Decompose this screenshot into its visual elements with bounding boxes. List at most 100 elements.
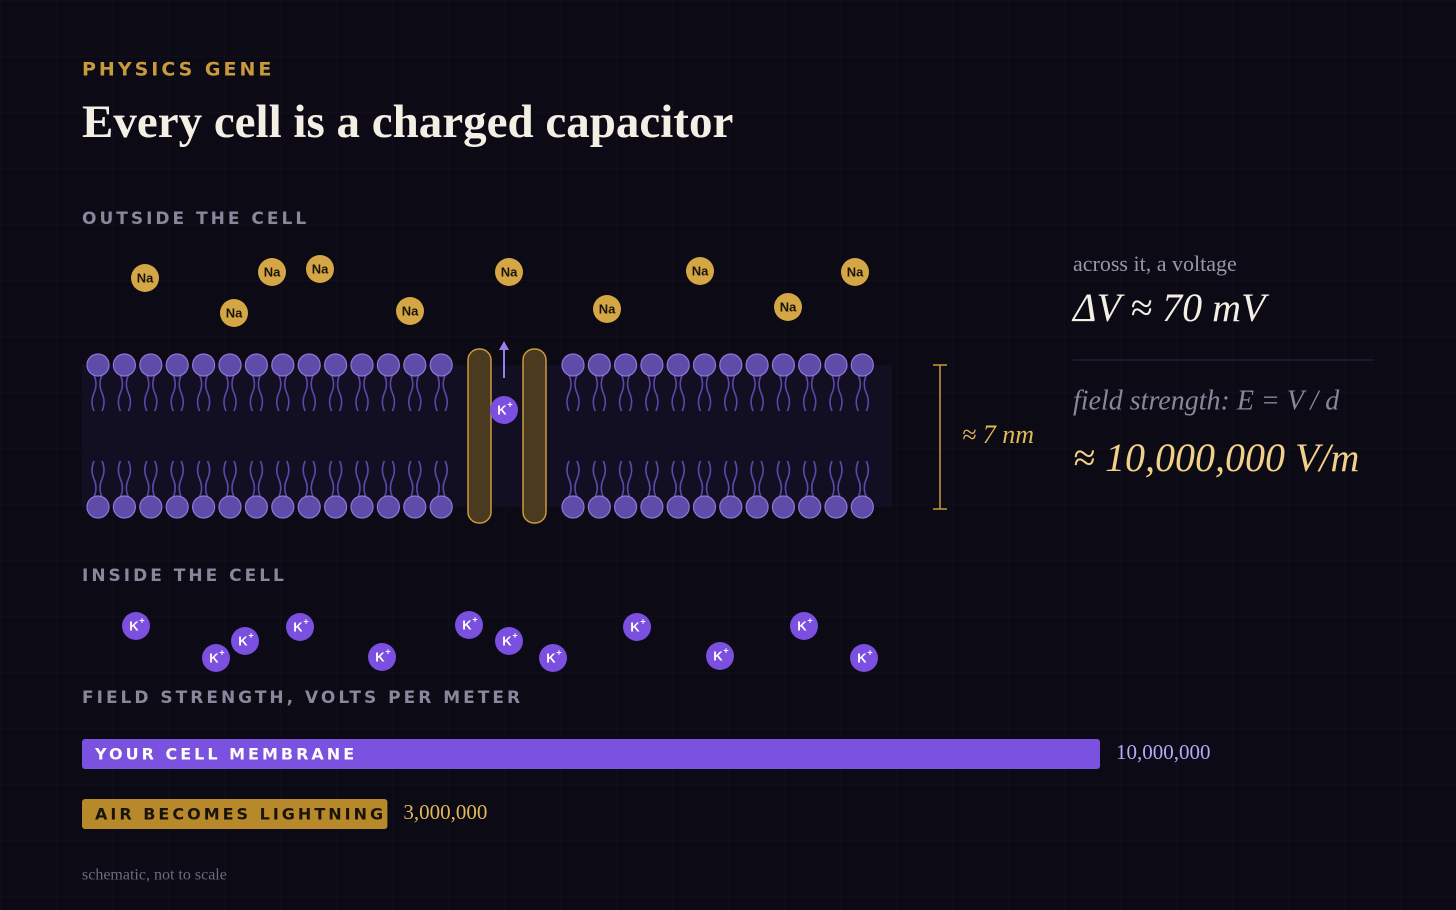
potassium-ion <box>706 642 734 670</box>
lipid-tail <box>328 460 335 498</box>
sodium-ion <box>841 258 869 286</box>
lipid-head <box>429 495 453 519</box>
potassium-charge: + <box>867 647 872 657</box>
lipid-tail <box>125 460 132 498</box>
voltage: ΔV ≈ 70 mV <box>1071 285 1270 330</box>
potassium-ion <box>368 643 396 671</box>
lipid-tail <box>618 460 625 498</box>
lipid-head <box>403 495 427 519</box>
lipid-head <box>218 353 242 377</box>
lipid-tail <box>363 374 369 412</box>
field-value: ≈ 10,000,000 V/m <box>1073 435 1359 480</box>
lipid-tail <box>434 460 440 498</box>
lipid-tail <box>284 374 290 412</box>
voltage-caption: across it, a voltage <box>1073 251 1237 276</box>
lipid-tail <box>566 460 572 498</box>
lipid-head <box>218 495 242 519</box>
potassium-charge: + <box>640 616 645 626</box>
sodium-label: Na <box>780 299 797 314</box>
lipid-head <box>165 495 189 519</box>
sodium-label: Na <box>264 264 281 279</box>
lipid-head <box>824 353 848 377</box>
potassium-charge: + <box>512 630 517 640</box>
lipid-tail <box>178 460 184 498</box>
sodium-ion <box>131 264 159 292</box>
lipid-tail <box>276 460 282 498</box>
lipid-tail <box>117 374 124 412</box>
lipid-tail <box>645 460 651 498</box>
lipid-tail <box>152 460 158 498</box>
lipid-tail <box>204 374 211 412</box>
sodium-ion <box>774 293 802 321</box>
lipid-head <box>244 495 268 519</box>
lipid-head <box>297 495 321 519</box>
potassium-charge: + <box>219 647 224 657</box>
lipid-tail <box>810 374 817 412</box>
potassium-ion <box>790 612 818 640</box>
lipid-tail <box>328 374 335 412</box>
lipid-tail <box>776 460 783 498</box>
lipid-head <box>745 353 769 377</box>
potassium-charge: + <box>303 616 308 626</box>
lipid-tail <box>626 374 633 412</box>
lipid-tail <box>99 460 105 498</box>
lipid-head <box>192 353 216 377</box>
sodium-label: Na <box>692 263 709 278</box>
potassium-label: K <box>375 649 385 664</box>
lipid-tail <box>653 374 659 412</box>
lipid-head <box>139 495 163 519</box>
lipid-tail <box>653 460 659 498</box>
lipid-tail <box>574 460 580 498</box>
lipid-tail <box>810 460 817 498</box>
lipid-tail <box>600 460 607 498</box>
potassium-ion <box>495 627 523 655</box>
lipid-tail <box>91 374 97 412</box>
scale-bar <box>933 364 947 510</box>
lipid-tail <box>829 374 835 412</box>
potassium-ion <box>286 613 314 641</box>
lipid-head <box>244 353 268 377</box>
sodium-label: Na <box>226 305 243 320</box>
lipid-tail <box>310 460 316 498</box>
lipid-head <box>719 495 743 519</box>
potassium-label: K <box>857 650 867 665</box>
lipid-tail <box>178 374 184 412</box>
potassium-label: K <box>238 633 248 648</box>
footnote: schematic, not to scale <box>82 867 227 884</box>
lipid-tail <box>829 460 835 498</box>
lipid-tail <box>724 374 730 412</box>
lipid-tail <box>784 460 791 498</box>
lipid-head <box>324 353 348 377</box>
potassium-charge: + <box>385 646 390 656</box>
lipid-tail <box>855 460 862 498</box>
lipid-tail <box>152 374 158 412</box>
lipid-head <box>666 495 690 519</box>
potassium-charge: + <box>556 647 561 657</box>
lipid-tail <box>679 460 685 498</box>
lipid-tail <box>408 374 414 412</box>
lipid-head <box>297 353 321 377</box>
lipid-head <box>613 353 638 377</box>
lipid-tail <box>170 374 176 412</box>
bar <box>82 739 1100 769</box>
lipid-head <box>771 353 796 377</box>
lipid-tail <box>434 374 440 412</box>
lipid-head <box>403 353 427 377</box>
lipid-head <box>165 353 189 377</box>
lipid-tail <box>679 374 685 412</box>
lipid-tail <box>223 460 229 498</box>
potassium-ion <box>490 396 518 424</box>
lipid-tail <box>125 374 132 412</box>
lipid-head <box>561 495 585 519</box>
potassium-label: K <box>293 619 303 634</box>
lipid-head <box>350 495 374 519</box>
lipid-head <box>745 495 769 519</box>
potassium-charge: + <box>248 630 253 640</box>
lipid-tail <box>249 374 256 412</box>
lipid-tail <box>724 460 730 498</box>
potassium-ion <box>122 612 150 640</box>
potassium-ion <box>231 627 259 655</box>
lipid-tail <box>600 374 607 412</box>
potassium-label: K <box>546 650 556 665</box>
